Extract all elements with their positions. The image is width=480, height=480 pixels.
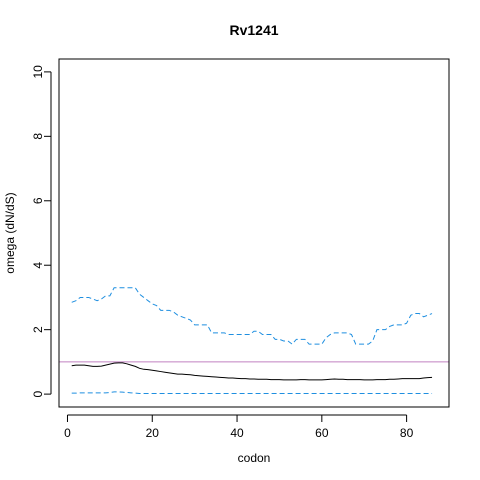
y-tick-label: 4 bbox=[31, 262, 45, 269]
x-tick-label: 0 bbox=[64, 426, 71, 440]
y-tick-label: 6 bbox=[31, 197, 45, 204]
x-tick-label: 40 bbox=[230, 426, 244, 440]
y-tick-label: 8 bbox=[31, 133, 45, 140]
y-tick-label: 2 bbox=[31, 326, 45, 333]
plot-frame bbox=[58, 58, 450, 408]
series-line-1 bbox=[71, 287, 433, 345]
x-tick-label: 80 bbox=[400, 426, 414, 440]
chart-title: Rv1241 bbox=[229, 22, 278, 38]
plot-area: 0 20 40 60 80 0 2 4 6 8 10 bbox=[31, 58, 450, 440]
y-axis-label: omega (dN/dS) bbox=[3, 192, 17, 273]
series-line-2 bbox=[71, 362, 433, 381]
series-line-3 bbox=[71, 391, 433, 394]
x-axis-label: codon bbox=[238, 451, 271, 465]
y-tick-label: 0 bbox=[31, 390, 45, 397]
y-tick-label: 10 bbox=[31, 65, 45, 79]
x-tick-label: 60 bbox=[315, 426, 329, 440]
x-tick-label: 20 bbox=[146, 426, 160, 440]
